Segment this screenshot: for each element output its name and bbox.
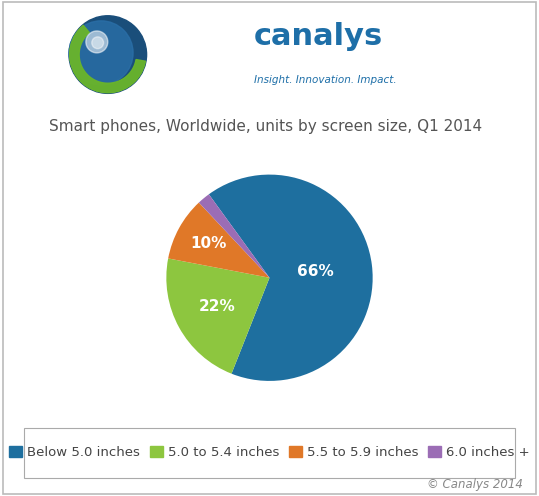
Circle shape <box>86 31 108 53</box>
Circle shape <box>92 37 103 49</box>
Wedge shape <box>199 194 270 278</box>
Text: 22%: 22% <box>199 299 236 314</box>
FancyBboxPatch shape <box>24 428 515 478</box>
Legend: Below 5.0 inches, 5.0 to 5.4 inches, 5.5 to 5.9 inches, 6.0 inches +: Below 5.0 inches, 5.0 to 5.4 inches, 5.5… <box>4 441 535 464</box>
Circle shape <box>69 21 133 85</box>
Text: canalys: canalys <box>253 22 383 51</box>
Text: Smart phones, Worldwide, units by screen size, Q1 2014: Smart phones, Worldwide, units by screen… <box>49 119 482 134</box>
Wedge shape <box>167 258 270 373</box>
Wedge shape <box>209 175 372 381</box>
Polygon shape <box>69 25 146 93</box>
Text: 10%: 10% <box>190 237 226 251</box>
Text: © Canalys 2014: © Canalys 2014 <box>427 478 523 491</box>
Wedge shape <box>168 202 270 278</box>
Circle shape <box>69 16 147 93</box>
Text: 66%: 66% <box>297 264 334 279</box>
Text: Insight. Innovation. Impact.: Insight. Innovation. Impact. <box>253 74 396 84</box>
